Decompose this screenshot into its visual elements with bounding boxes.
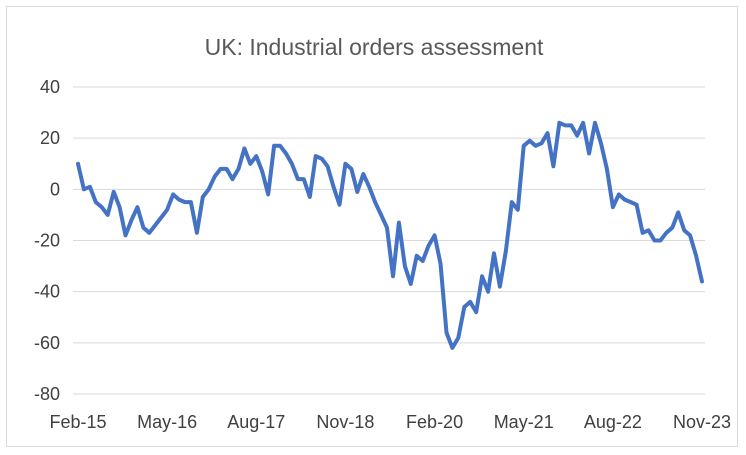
x-tick-label: Aug-22 <box>584 412 642 432</box>
y-tick-label: -20 <box>34 231 60 251</box>
x-tick-label: Nov-18 <box>316 412 374 432</box>
series-line <box>76 120 704 350</box>
y-axis-tick-labels: 40 20 0 -20 -40 -60 -80 <box>34 77 60 404</box>
x-axis-tick-labels: Feb-15 May-16 Aug-17 Nov-18 Feb-20 May-21 Aug-… <box>49 412 731 432</box>
y-tick-label: -40 <box>34 282 60 302</box>
y-tick-label: 20 <box>40 128 60 148</box>
x-tick-label: Feb-15 <box>49 412 106 432</box>
y-tick-label: 40 <box>40 77 60 97</box>
series-layer <box>76 120 704 350</box>
x-tick-label: Feb-20 <box>406 412 463 432</box>
y-tick-label: -80 <box>34 384 60 404</box>
chart-title: UK: Industrial orders assessment <box>205 34 544 60</box>
y-tick-label: -60 <box>34 333 60 353</box>
x-tick-label: Aug-17 <box>227 412 285 432</box>
x-tick-label: May-21 <box>494 412 554 432</box>
y-tick-label: 0 <box>50 179 60 199</box>
x-tick-label: Nov-23 <box>673 412 731 432</box>
x-tick-label: May-16 <box>137 412 197 432</box>
